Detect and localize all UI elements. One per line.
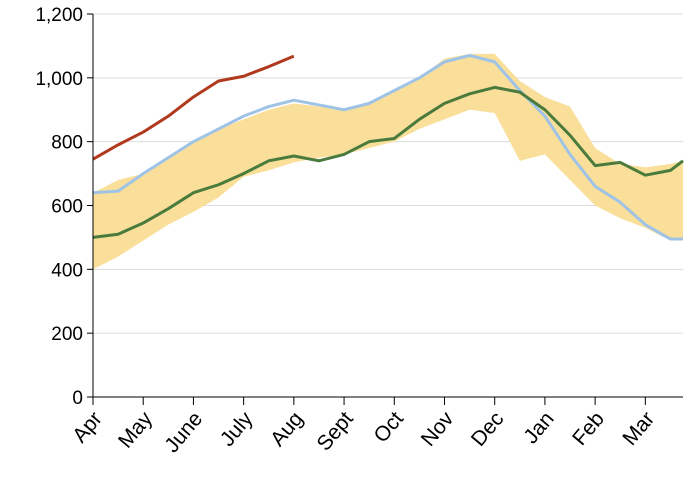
x-tick-label: Jan <box>519 407 558 448</box>
range-band <box>93 53 683 270</box>
x-tick-label: July <box>216 407 258 451</box>
x-tick-label: May <box>114 407 157 453</box>
x-tick-label: Feb <box>568 407 609 450</box>
x-tick-label: Aug <box>266 407 308 450</box>
y-tick-label: 800 <box>51 133 83 154</box>
y-tick-label: 1,000 <box>35 69 83 90</box>
y-tick-label: 200 <box>51 324 83 345</box>
x-tick-label: June <box>160 407 207 457</box>
y-tick-label: 600 <box>51 197 83 218</box>
y-tick-label: 400 <box>51 260 83 281</box>
series-line <box>92 85 684 239</box>
x-tick-label: Apr <box>68 407 107 447</box>
series-line <box>92 53 683 241</box>
series-line <box>92 54 295 161</box>
y-tick-label: 0 <box>72 388 83 409</box>
x-tick-label: Oct <box>369 407 408 447</box>
y-tick-label: 1,200 <box>35 5 83 26</box>
x-tick-label: Dec <box>467 407 509 450</box>
x-tick-label: Sept <box>313 407 358 455</box>
x-tick-label: Mar <box>618 407 659 449</box>
x-tick-label: Nov <box>417 407 459 451</box>
